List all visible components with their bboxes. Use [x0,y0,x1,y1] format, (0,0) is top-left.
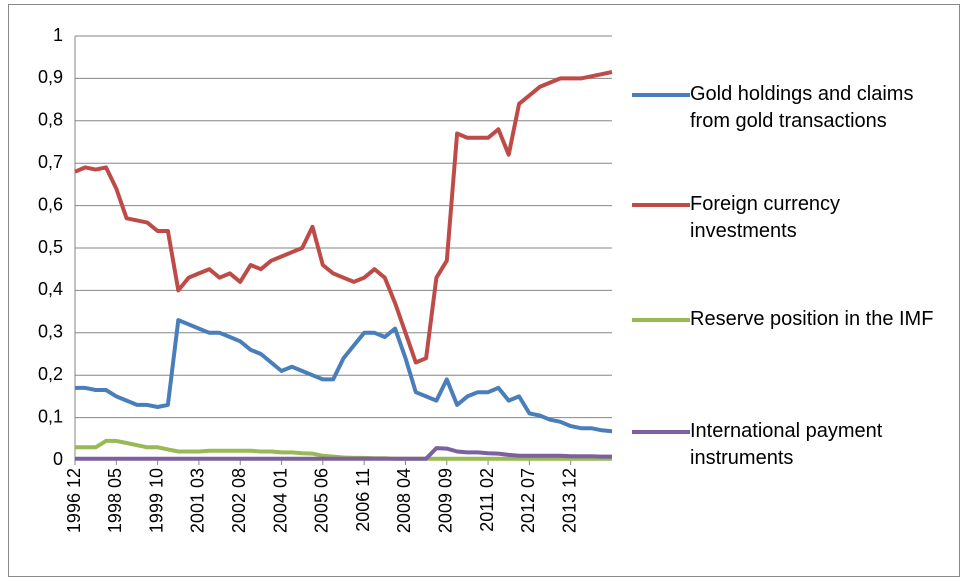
legend-label: Foreign currency investments [690,193,841,242]
legend-label: Gold holdings and claims from gold trans… [690,83,914,132]
y-tick-label: 0,6 [38,194,63,214]
y-tick-label: 1 [53,25,63,45]
y-tick-label: 0,3 [38,322,63,342]
y-tick-label: 0,7 [38,152,63,172]
x-tick-label: 2012 07 [518,468,538,533]
x-tick-label: 2002 08 [229,468,249,533]
series-line [75,446,612,461]
series-line [75,318,613,434]
x-tick-label: 2004 01 [270,468,290,533]
x-tick-label: 1996 12 [64,468,84,533]
y-tick-label: 0,4 [38,279,63,299]
legend-label: Reserve position in the IMF [690,308,934,330]
x-tick-label: 2013 12 [559,468,579,533]
legend-label: International payment instruments [690,420,883,469]
x-tick-label: 2001 03 [188,468,208,533]
y-tick-label: 0,1 [38,406,63,426]
x-tick-label: 2006 11 [353,468,373,532]
y-tick-label: 0 [53,449,63,469]
y-tick-label: 0,5 [38,237,63,257]
x-tick-label: 2009 09 [436,468,456,533]
x-tick-label: 1998 05 [105,468,125,533]
x-tick-label: 1999 10 [146,468,166,533]
y-tick-label: 0,9 [38,67,63,87]
x-tick-label: 2011 02 [477,468,497,532]
y-tick-label: 0,8 [38,110,63,130]
y-tick-label: 0,2 [38,364,63,384]
x-tick-label: 2005 06 [312,468,332,533]
x-tick-label: 2008 04 [394,468,414,533]
series-line [74,70,613,365]
